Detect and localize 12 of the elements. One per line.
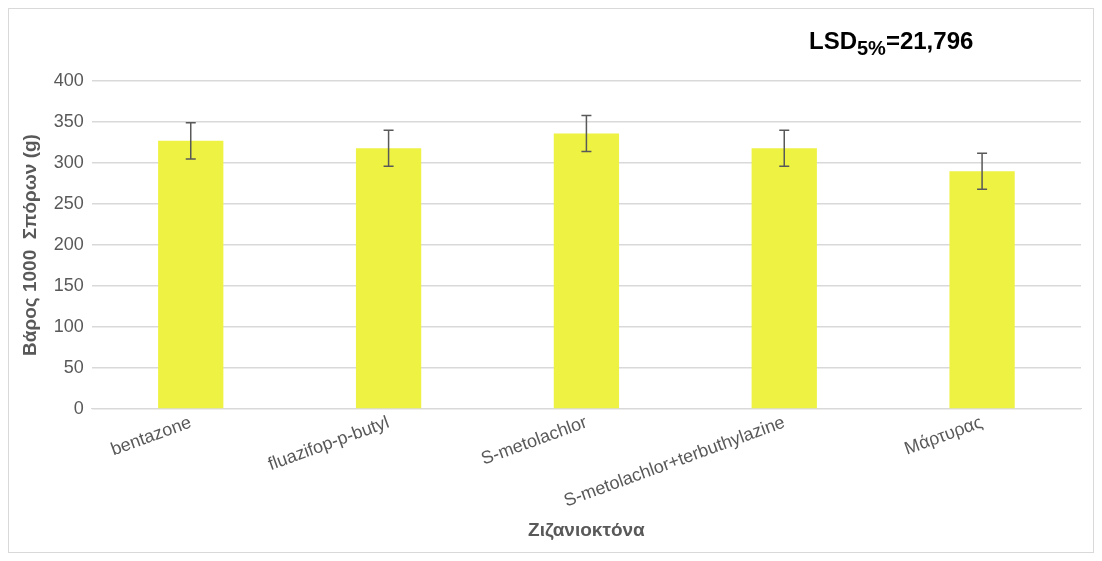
y-axis-title: Βάρος 1000 Σπόρων (g)	[18, 134, 40, 356]
y-tick-label: 50	[63, 356, 84, 377]
y-tick-label: 400	[53, 69, 84, 90]
y-tick-label: 150	[53, 274, 84, 295]
x-axis-title: Ζιζανιοκτόνα	[528, 518, 646, 541]
y-tick-label: 200	[53, 233, 84, 254]
y-tick-label: 250	[53, 192, 84, 213]
y-tick-label: 100	[53, 315, 84, 336]
y-tick-label: 350	[53, 110, 84, 131]
y-tick-label: 300	[53, 151, 84, 172]
text: LSD$_{5%}$=21,796	[809, 27, 974, 60]
y-tick-label: 0	[73, 397, 84, 418]
